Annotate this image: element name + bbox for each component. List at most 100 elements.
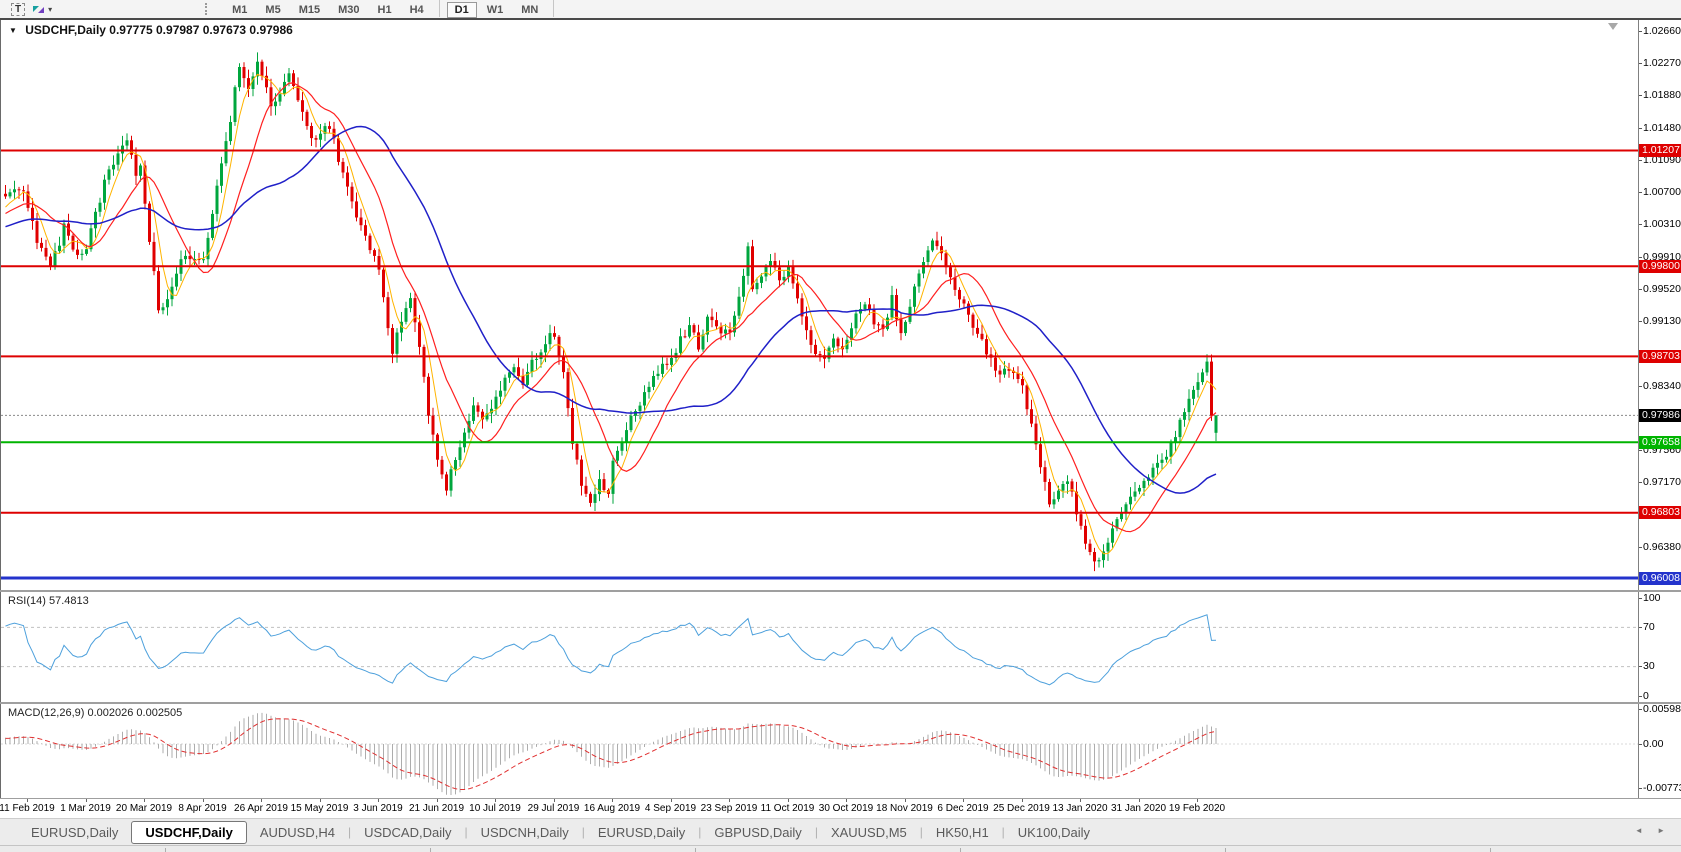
date-label: 10 Jul 2019 <box>469 803 521 814</box>
chart-tab-USDCNH-Daily[interactable]: USDCNH,Daily <box>480 824 569 840</box>
chart-dropdown-icon[interactable]: ▼ <box>9 26 17 35</box>
chart-tab-EURUSD-Daily[interactable]: EURUSD,Daily <box>31 824 119 840</box>
rsi-tick-label: 70 <box>1639 620 1655 633</box>
rsi-panel[interactable]: RSI(14) 57.4813 <box>0 592 1639 702</box>
macd-scale[interactable]: 0.005986 0.00 -0.007732 <box>1638 703 1681 798</box>
rsi-scale[interactable]: 100 70 30 0 <box>1638 592 1681 702</box>
price-level-label-0.99800: 0.99800 <box>1639 259 1681 273</box>
date-label: 13 Jan 2020 <box>1052 803 1108 814</box>
date-tick <box>787 799 789 802</box>
date-tick <box>1080 799 1081 802</box>
date-label: 21 Jun 2019 <box>408 803 465 814</box>
timeframe-toolbar: M1 M5 M15 M30 H1 H4 D1 W1 MN <box>223 0 560 18</box>
date-tick <box>27 799 28 802</box>
price-tick-label: 0.96380 <box>1639 540 1681 553</box>
date-tick <box>261 799 262 802</box>
candles-layer[interactable] <box>4 52 1218 572</box>
toolbar: T ▾ M1 M5 M15 M30 H1 H4 D1 W1 MN <box>0 0 1681 18</box>
dropdown-arrow-icon: ▾ <box>48 4 53 14</box>
panel-separator <box>0 798 1681 799</box>
statusbar-separator <box>1490 848 1491 852</box>
price-tick-label: 1.00310 <box>1639 217 1681 230</box>
panel-separator[interactable] <box>0 590 1681 592</box>
date-label: 26 Apr 2019 <box>234 803 288 814</box>
timeframe-button-H4[interactable]: H4 <box>409 4 424 16</box>
statusbar-separator <box>1225 848 1226 852</box>
tab-separator: | <box>581 825 585 839</box>
panel-separator[interactable] <box>0 702 1681 704</box>
date-tick <box>319 799 321 802</box>
date-tick <box>846 799 847 802</box>
rsi-tick-label: 30 <box>1639 660 1655 673</box>
date-label: 31 Jan 2020 <box>1110 803 1167 814</box>
date-label: 18 Nov 2019 <box>876 803 933 814</box>
chart-tab-HK50-H1[interactable]: HK50,H1 <box>935 824 989 840</box>
timeframe-button-H1[interactable]: H1 <box>377 4 392 16</box>
price-level-label-0.96008: 0.96008 <box>1639 571 1681 585</box>
tab-separator: | <box>814 825 818 839</box>
macd-chart[interactable] <box>1 704 1639 798</box>
macd-label: MACD(12,26,9) 0.002026 0.002505 <box>8 707 183 719</box>
price-scale[interactable]: 1.02660 1.02270 1.01880 1.01480 1.01090 1.007… <box>1638 20 1681 590</box>
date-tick <box>378 799 379 802</box>
tab-separator: | <box>347 825 352 839</box>
rsi-tick-label: 0 <box>1639 689 1649 702</box>
chart-tab-AUDUSD-H4[interactable]: AUDUSD,H4 <box>259 824 335 840</box>
timeframe-button-D1[interactable]: D1 <box>446 2 477 18</box>
diagonal-arrows-icon <box>33 5 45 13</box>
main-chart[interactable] <box>1 20 1639 590</box>
main-chart-panel[interactable]: ▼ USDCHF,Daily 0.97775 0.97987 0.97673 0… <box>0 20 1639 590</box>
price-level-label-1.01207: 1.01207 <box>1639 144 1681 157</box>
date-label: 25 Dec 2019 <box>993 803 1050 814</box>
macd-histogram <box>5 712 1217 795</box>
chart-tab-UK100-Daily[interactable]: UK100,Daily <box>1017 824 1091 840</box>
ma-34-line <box>5 125 1217 494</box>
timeframe-button-M15[interactable]: M15 <box>298 4 321 16</box>
date-label: 30 Oct 2019 <box>818 803 874 814</box>
date-label: 11 Feb 2019 <box>0 803 55 814</box>
date-tick <box>670 799 672 802</box>
date-tick <box>1021 799 1023 802</box>
timeframe-button-MN[interactable]: MN <box>521 4 539 16</box>
ma-5-line <box>5 73 1217 555</box>
status-bar <box>0 845 1681 852</box>
price-tick-label: 0.99130 <box>1639 314 1681 327</box>
date-label: 3 Jun 2019 <box>353 803 403 814</box>
chart-tab-GBPUSD-Daily[interactable]: GBPUSD,Daily <box>714 824 802 840</box>
chart-tab-EURUSD-Daily[interactable]: EURUSD,Daily <box>597 824 686 840</box>
date-axis[interactable]: 11 Feb 2019 1 Mar 2019 20 Mar 2019 8 Apr 20… <box>0 799 1681 818</box>
chart-tab-XAUUSD-M5[interactable]: XAUUSD,M5 <box>830 824 907 840</box>
date-label: 6 Dec 2019 <box>937 803 989 814</box>
date-label: 15 May 2019 <box>290 803 349 814</box>
tab-scroll-left-icon[interactable]: ◄ <box>1634 826 1649 835</box>
price-tick-label: 1.02270 <box>1639 56 1681 69</box>
date-tick <box>729 799 730 802</box>
date-tick <box>436 799 438 802</box>
date-label: 20 Mar 2019 <box>115 803 173 814</box>
macd-panel[interactable]: MACD(12,26,9) 0.002026 0.002505 <box>0 704 1639 798</box>
date-label: 29 Jul 2019 <box>527 803 580 814</box>
timeframe-button-M1[interactable]: M1 <box>232 4 248 16</box>
rsi-tick-label: 100 <box>1639 591 1661 604</box>
tab-separator: | <box>919 825 923 839</box>
chart-tab-USDCHF-Daily[interactable]: USDCHF,Daily <box>131 820 247 844</box>
statusbar-separator <box>695 848 696 852</box>
timeframe-button-M30[interactable]: M30 <box>338 4 360 16</box>
rsi-chart[interactable] <box>1 592 1639 702</box>
date-tick <box>904 799 906 802</box>
macd-signal-line <box>5 718 1217 790</box>
tab-separator: | <box>698 825 702 839</box>
date-label: 1 Mar 2019 <box>60 803 111 814</box>
chart-window-border <box>0 18 1681 20</box>
timeframe-button-M5[interactable]: M5 <box>265 4 281 16</box>
price-level-label-0.98703: 0.98703 <box>1639 349 1681 363</box>
text-tool-button[interactable]: T <box>8 1 28 17</box>
text-tool-icon: T <box>11 2 26 16</box>
tab-scroll-right-icon[interactable]: ► <box>1657 826 1671 835</box>
timeframe-button-W1[interactable]: W1 <box>486 4 504 16</box>
toolbar-grip[interactable] <box>205 3 209 15</box>
date-label: 19 Feb 2020 <box>1168 803 1226 814</box>
chart-tab-USDCAD-Daily[interactable]: USDCAD,Daily <box>364 824 452 840</box>
price-tick-label: 1.00700 <box>1639 185 1681 198</box>
arrows-tool-button[interactable]: ▾ <box>28 1 55 17</box>
